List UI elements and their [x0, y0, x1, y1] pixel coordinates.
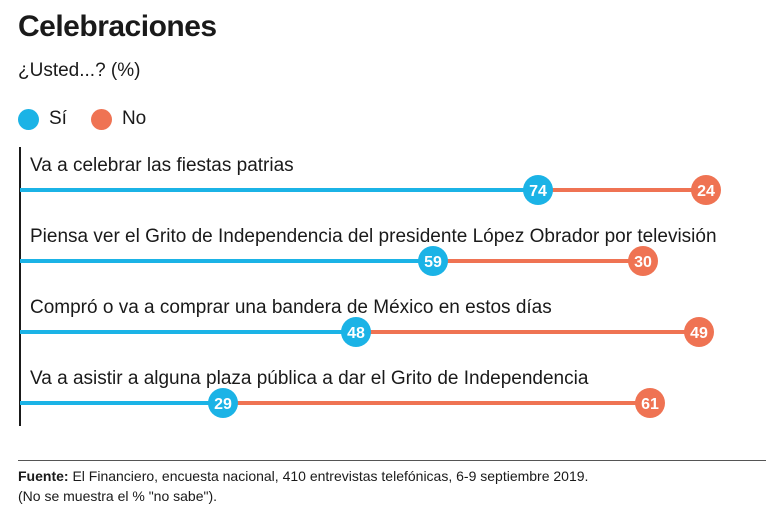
chart-title: Celebraciones	[18, 10, 217, 43]
source-text: El Financiero, encuesta nacional, 410 en…	[68, 468, 589, 484]
value-marker-si	[208, 388, 238, 418]
value-marker-si	[341, 317, 371, 347]
bar-no	[538, 188, 706, 192]
data-label-no: 61	[641, 396, 659, 413]
value-marker-no	[628, 246, 658, 276]
value-marker-no	[635, 388, 665, 418]
legend: Sí No	[18, 107, 170, 131]
legend-swatch-no	[90, 108, 112, 130]
data-label-si: 48	[347, 325, 365, 342]
category-label: Piensa ver el Grito de Independencia del…	[30, 226, 717, 247]
source-line: Fuente: El Financiero, encuesta nacional…	[18, 466, 766, 486]
data-label-si: 74	[529, 183, 547, 200]
bar-chart: Va a celebrar las fiestas patrias 74 24 Pie…	[19, 147, 721, 426]
category-label: Va a asistir a alguna plaza pública a da…	[30, 368, 589, 389]
bar-no	[433, 259, 643, 263]
legend-item-si: Sí	[18, 108, 67, 130]
bar-si	[20, 330, 356, 334]
value-marker-no	[691, 175, 721, 205]
data-label-no: 24	[697, 183, 715, 200]
source-label: Fuente:	[18, 468, 69, 484]
bar-si	[20, 188, 538, 192]
legend-swatch-si	[18, 108, 39, 130]
data-label-si: 59	[424, 254, 442, 271]
category-label: Va a celebrar las fiestas patrias	[30, 155, 294, 176]
bar-no	[356, 330, 699, 334]
value-marker-si	[418, 246, 448, 276]
chart-subtitle: ¿Usted...? (%)	[18, 60, 141, 81]
category-label: Compró o va a comprar una bandera de Méx…	[30, 297, 552, 318]
legend-item-no: No	[90, 108, 147, 130]
data-label-no: 49	[690, 325, 708, 342]
value-marker-si	[523, 175, 553, 205]
legend-label-no: No	[121, 108, 147, 129]
data-label-no: 30	[634, 254, 652, 271]
bar-si	[20, 259, 433, 263]
data-label-si: 29	[214, 396, 232, 413]
bar-no	[223, 401, 650, 405]
footer: Fuente: El Financiero, encuesta nacional…	[18, 460, 766, 506]
footnote: (No se muestra el % "no sabe").	[18, 488, 218, 504]
bar-si	[20, 401, 223, 405]
value-marker-no	[684, 317, 714, 347]
legend-label-si: Sí	[49, 108, 67, 129]
